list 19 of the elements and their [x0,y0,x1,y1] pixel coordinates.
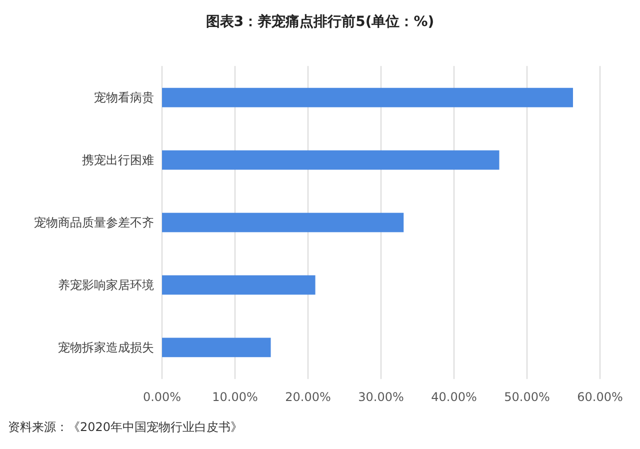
bar [162,212,404,232]
text: 资料来源：《2020年中国宠物行业白皮书》 [8,420,243,434]
x-tick-label: 40.00% [431,390,477,404]
x-tick-label: 50.00% [504,390,550,404]
y-tick-label: 宠物拆家造成损失 [58,340,154,355]
y-tick-label: 宠物看病贵 [94,90,154,105]
bar [162,338,271,358]
y-tick-label: 宠物商品质量参差不齐 [34,216,154,230]
x-tick-label: 10.00% [212,390,258,404]
bar [162,150,500,170]
y-tick-label: 携宠出行困难 [82,153,154,168]
x-tick-label: 60.00% [577,390,623,404]
y-tick-label: 养宠影响家居环境 [58,278,154,292]
x-tick-label: 0.00% [142,390,182,404]
x-tick-label: 30.00% [358,390,404,404]
x-tick-label: 20.00% [285,390,331,404]
chart-title: 图表3：养宠痛点排行前5(单位：%) [206,13,434,30]
bar [162,275,316,295]
bar [162,88,573,108]
